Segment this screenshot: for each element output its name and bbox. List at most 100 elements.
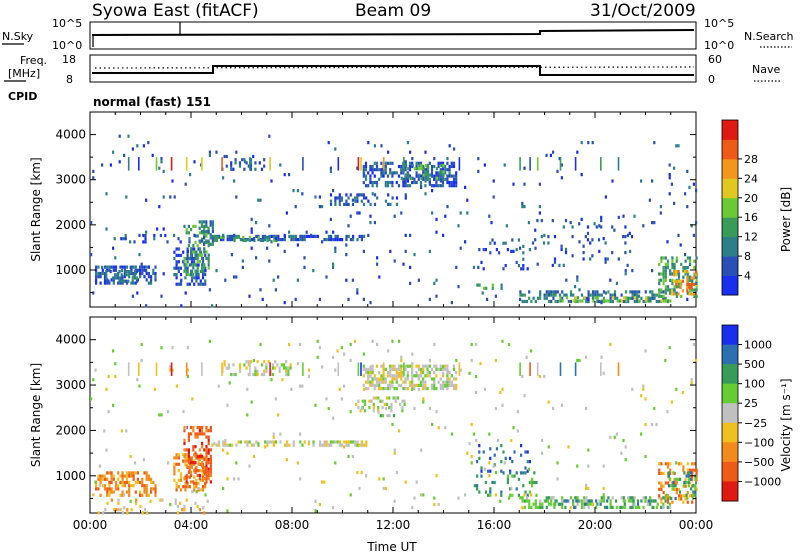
range-cell: [694, 490, 697, 494]
range-cell: [402, 262, 405, 266]
range-cell: [153, 387, 156, 391]
range-cell: [283, 443, 286, 447]
range-cell: [633, 214, 636, 218]
range-cell: [106, 487, 109, 491]
range-cell: [336, 440, 339, 444]
range-cell: [516, 429, 519, 433]
range-cell: [128, 493, 131, 497]
range-cell: [415, 480, 418, 484]
range-cell: [428, 161, 431, 165]
range-cell: [565, 293, 568, 297]
range-cell: [606, 257, 609, 261]
range-cell: [680, 494, 683, 498]
range-cell: [128, 471, 131, 475]
range-cell: [677, 487, 681, 491]
sounding-stripe: [382, 362, 385, 376]
range-cell: [92, 169, 95, 173]
sounding-stripe: [138, 362, 140, 376]
range-cell: [290, 387, 293, 391]
range-cell: [660, 487, 663, 491]
range-cell: [203, 247, 206, 251]
range-cell: [203, 220, 206, 224]
range-cell: [274, 397, 277, 401]
range-cell: [646, 502, 650, 506]
range-cell: [184, 488, 187, 492]
range-cell: [247, 164, 250, 168]
range-cell: [404, 249, 407, 253]
range-cell: [367, 141, 370, 145]
range-cell: [334, 196, 337, 200]
colorbar-frame: [721, 324, 739, 502]
range-cell: [512, 182, 515, 186]
range-cell: [424, 177, 427, 181]
range-cell: [386, 374, 390, 378]
range-cell: [561, 502, 564, 506]
range-cell: [108, 490, 111, 494]
range-cell: [368, 406, 371, 410]
range-cell: [139, 493, 142, 497]
range-cell: [587, 464, 590, 468]
range-cell: [680, 262, 683, 266]
range-cell: [193, 485, 196, 489]
range-cell: [553, 260, 557, 264]
range-cell: [680, 294, 683, 298]
range-cell: [162, 195, 165, 199]
range-cell: [455, 371, 458, 375]
range-cell: [205, 229, 208, 234]
range-cell: [208, 339, 211, 343]
range-cell: [149, 499, 152, 503]
range-cell: [193, 257, 196, 261]
range-cell: [394, 396, 397, 400]
range-cell: [409, 233, 412, 237]
range-cell: [631, 296, 634, 300]
range-cell: [673, 273, 676, 277]
range-cell: [499, 499, 502, 503]
range-cell: [175, 260, 178, 264]
range-cell: [187, 457, 190, 462]
range-cell: [658, 278, 661, 282]
range-cell: [441, 383, 445, 387]
range-cell: [644, 496, 647, 500]
range-cell: [582, 244, 585, 248]
range-cell: [430, 377, 434, 381]
range-cell: [332, 265, 335, 269]
range-cell: [363, 443, 366, 447]
range-cell: [433, 177, 436, 181]
range-cell: [664, 266, 667, 270]
range-cell: [686, 205, 689, 209]
range-cell: [483, 387, 486, 391]
range-cell: [386, 184, 390, 188]
range-cell: [673, 166, 676, 170]
range-cell: [592, 299, 595, 303]
range-cell: [437, 367, 440, 371]
range-cell: [198, 226, 201, 230]
range-cell: [660, 299, 663, 303]
range-cell: [664, 285, 667, 289]
range-cell: [194, 467, 197, 471]
range-cell: [427, 167, 430, 171]
range-cell: [288, 342, 291, 347]
range-cell: [173, 195, 176, 199]
range-cell: [279, 440, 282, 444]
range-cell: [688, 275, 692, 279]
range-cell: [446, 177, 449, 181]
range-cell: [110, 471, 113, 475]
range-cell: [669, 299, 672, 303]
range-cell: [235, 275, 238, 279]
range-cell: [182, 250, 185, 254]
range-cell: [411, 387, 414, 391]
range-cell: [479, 362, 482, 366]
range-cell: [574, 505, 577, 509]
sounding-stripe: [302, 362, 304, 376]
range-cell: [103, 487, 107, 491]
range-cell: [143, 268, 146, 272]
range-cell: [226, 238, 229, 242]
range-cell: [686, 256, 689, 260]
range-cell: [121, 281, 124, 285]
range-cell: [389, 380, 392, 384]
range-cell: [239, 238, 242, 242]
range-cell: [558, 157, 561, 161]
range-cell: [296, 362, 299, 366]
range-cell: [278, 366, 281, 370]
range-cell: [179, 472, 183, 476]
